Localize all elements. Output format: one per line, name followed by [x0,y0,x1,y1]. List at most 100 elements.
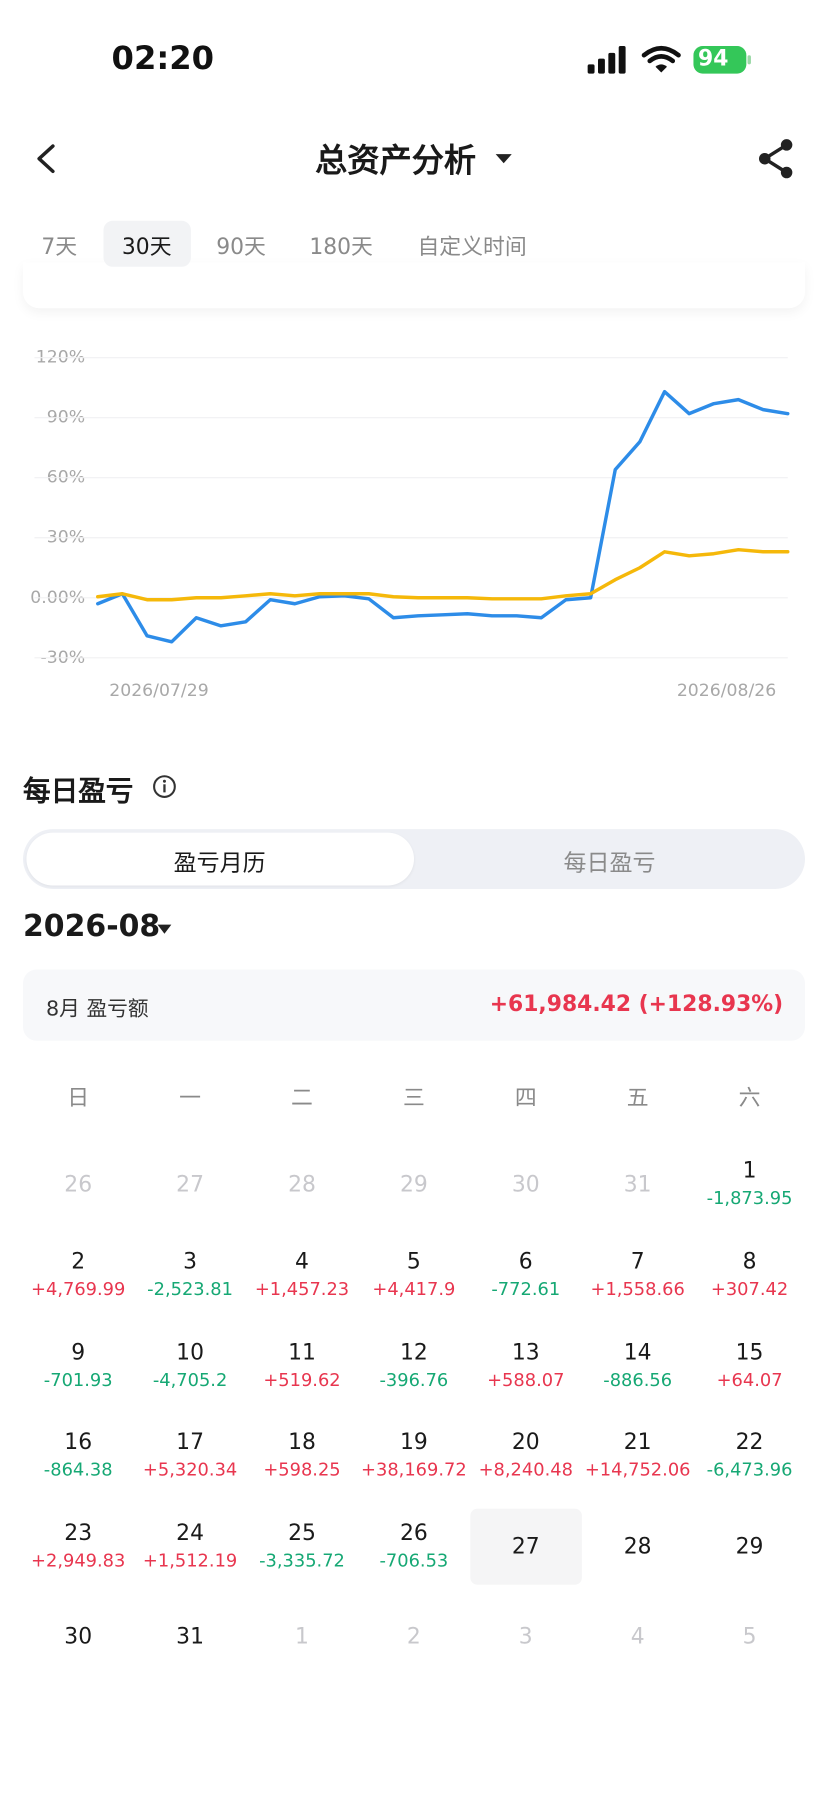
segment-active [26,832,414,886]
calendar-day[interactable]: 23 [64,1520,93,1546]
calendar-day[interactable]: 8 [742,1248,757,1275]
calendar-day[interactable]: 17 [176,1429,204,1455]
summary-label: 8月 盈亏额 [46,997,149,1022]
x-tick-label: 2026/08/26 [677,681,776,701]
day-pnl: -1,873.95 [706,1187,793,1209]
calendar-day[interactable]: 14 [623,1339,652,1366]
calendar-day[interactable]: 30 [64,1623,93,1650]
calendar-day[interactable]: 7 [630,1248,645,1275]
x-tick-label: 2026/07/29 [109,681,208,701]
calendar-day[interactable]: 27 [176,1171,204,1198]
day-pnl: +588.07 [487,1369,565,1391]
day-pnl: +38,169.72 [361,1459,467,1481]
chart: 120%90%60%30%0.00%-30%2026/07/29 2026/08/… [30,348,790,701]
day-pnl: -396.76 [379,1369,449,1391]
range-tab[interactable]: 90天 [216,234,266,260]
day-pnl: +14,752.06 [584,1459,691,1481]
share-button[interactable] [757,138,796,179]
today-highlight [470,1508,583,1585]
day-pnl: +4,769.99 [31,1278,126,1300]
month-picker[interactable]: 2026-08 [23,909,161,945]
calendar-day[interactable]: 22 [735,1429,764,1455]
day-pnl: +598.25 [263,1459,341,1481]
calendar-day[interactable]: 28 [623,1534,652,1560]
day-pnl: +2,949.83 [31,1550,126,1571]
weekday-label: 一 [179,1085,202,1111]
calendar-day[interactable]: 21 [623,1429,652,1455]
day-pnl: -864.38 [43,1459,113,1481]
calendar-day[interactable]: 3 [518,1623,533,1650]
weekday-label: 四 [514,1085,537,1111]
calendar-day[interactable]: 10 [176,1339,204,1366]
tab-highlight [103,220,191,267]
calendar-day[interactable]: 24 [176,1520,204,1546]
calendar-day[interactable]: 19 [399,1429,428,1455]
weekday-label: 三 [402,1085,425,1111]
day-pnl: +1,457.23 [254,1278,350,1300]
title-caret[interactable] [495,152,513,166]
calendar-day[interactable]: 28 [288,1171,316,1198]
day-pnl: +1,512.19 [142,1550,238,1571]
battery-level: 94 [698,46,729,72]
calendar-day[interactable]: 6 [518,1248,533,1275]
calendar-day[interactable]: 15 [735,1339,764,1366]
calendar-day[interactable]: 3 [183,1248,198,1275]
day-pnl: +519.62 [263,1369,341,1391]
status-time: 02:20 [111,39,215,78]
calendar-day[interactable]: 27 [511,1534,540,1560]
calendar-day[interactable]: 29 [735,1534,764,1560]
month-caret[interactable] [156,922,172,936]
calendar-day[interactable]: 29 [399,1171,428,1198]
calendar-day[interactable]: 26 [64,1171,93,1198]
summary-value: +61,984.42 (+128.93%) [489,991,784,1017]
section-title: 每日盈亏 [23,775,134,808]
day-pnl: +1,558.66 [590,1278,685,1300]
back-button[interactable] [32,143,60,175]
page-title[interactable]: 总资产分析 [315,141,477,180]
weekday-label: 日 [67,1085,90,1111]
day-pnl: +5,320.34 [142,1459,238,1481]
calendar-day[interactable]: 26 [399,1520,428,1546]
calendar-day[interactable]: 4 [295,1248,309,1275]
calendar-day[interactable]: 20 [511,1429,540,1455]
calendar-day[interactable]: 2 [71,1248,86,1275]
calendar-day[interactable]: 1 [295,1623,309,1650]
calendar-day[interactable]: 1 [742,1158,757,1184]
series-line [96,547,790,602]
calendar-day[interactable]: 31 [623,1171,652,1198]
calendar-day[interactable]: 2 [406,1623,421,1650]
day-pnl: +4,417.9 [372,1278,456,1300]
weekday-label: 六 [738,1085,761,1111]
calendar-day[interactable]: 11 [288,1339,316,1366]
range-tab[interactable]: 7天 [41,234,78,260]
calendar-day[interactable]: 30 [511,1171,540,1198]
weekday-label: 五 [626,1085,649,1111]
calendar-day[interactable]: 25 [288,1520,316,1546]
calendar-day[interactable]: 12 [399,1339,428,1366]
day-pnl: -772.61 [491,1278,561,1300]
calendar-day[interactable]: 4 [630,1623,645,1650]
range-tab[interactable]: 30天 [121,234,172,260]
day-pnl: -6,473.96 [706,1459,793,1481]
day-pnl: +307.42 [710,1278,789,1300]
calendar-day[interactable]: 16 [64,1429,93,1455]
range-tab[interactable]: 180天 [309,234,373,260]
calendar-day[interactable]: 9 [71,1339,86,1366]
info-icon[interactable] [152,774,177,799]
weekday-label: 二 [291,1085,313,1111]
segment-tab[interactable]: 每日盈亏 [563,848,656,877]
calendar-day[interactable]: 13 [511,1339,540,1366]
summary-box [23,969,805,1041]
calendar-day[interactable]: 31 [176,1623,204,1650]
calendar-day[interactable]: 18 [288,1429,316,1455]
day-pnl: -4,705.2 [152,1369,228,1391]
day-pnl: -3,335.72 [259,1550,345,1571]
status-icons [587,46,751,74]
day-pnl: -706.53 [379,1550,449,1571]
segment-tab[interactable]: 盈亏月历 [173,848,266,877]
range-tab[interactable]: 自定义时间 [417,234,527,260]
calendar-day[interactable]: 5 [406,1248,421,1275]
day-pnl: -701.93 [43,1369,113,1391]
calendar-day[interactable]: 5 [742,1623,757,1650]
